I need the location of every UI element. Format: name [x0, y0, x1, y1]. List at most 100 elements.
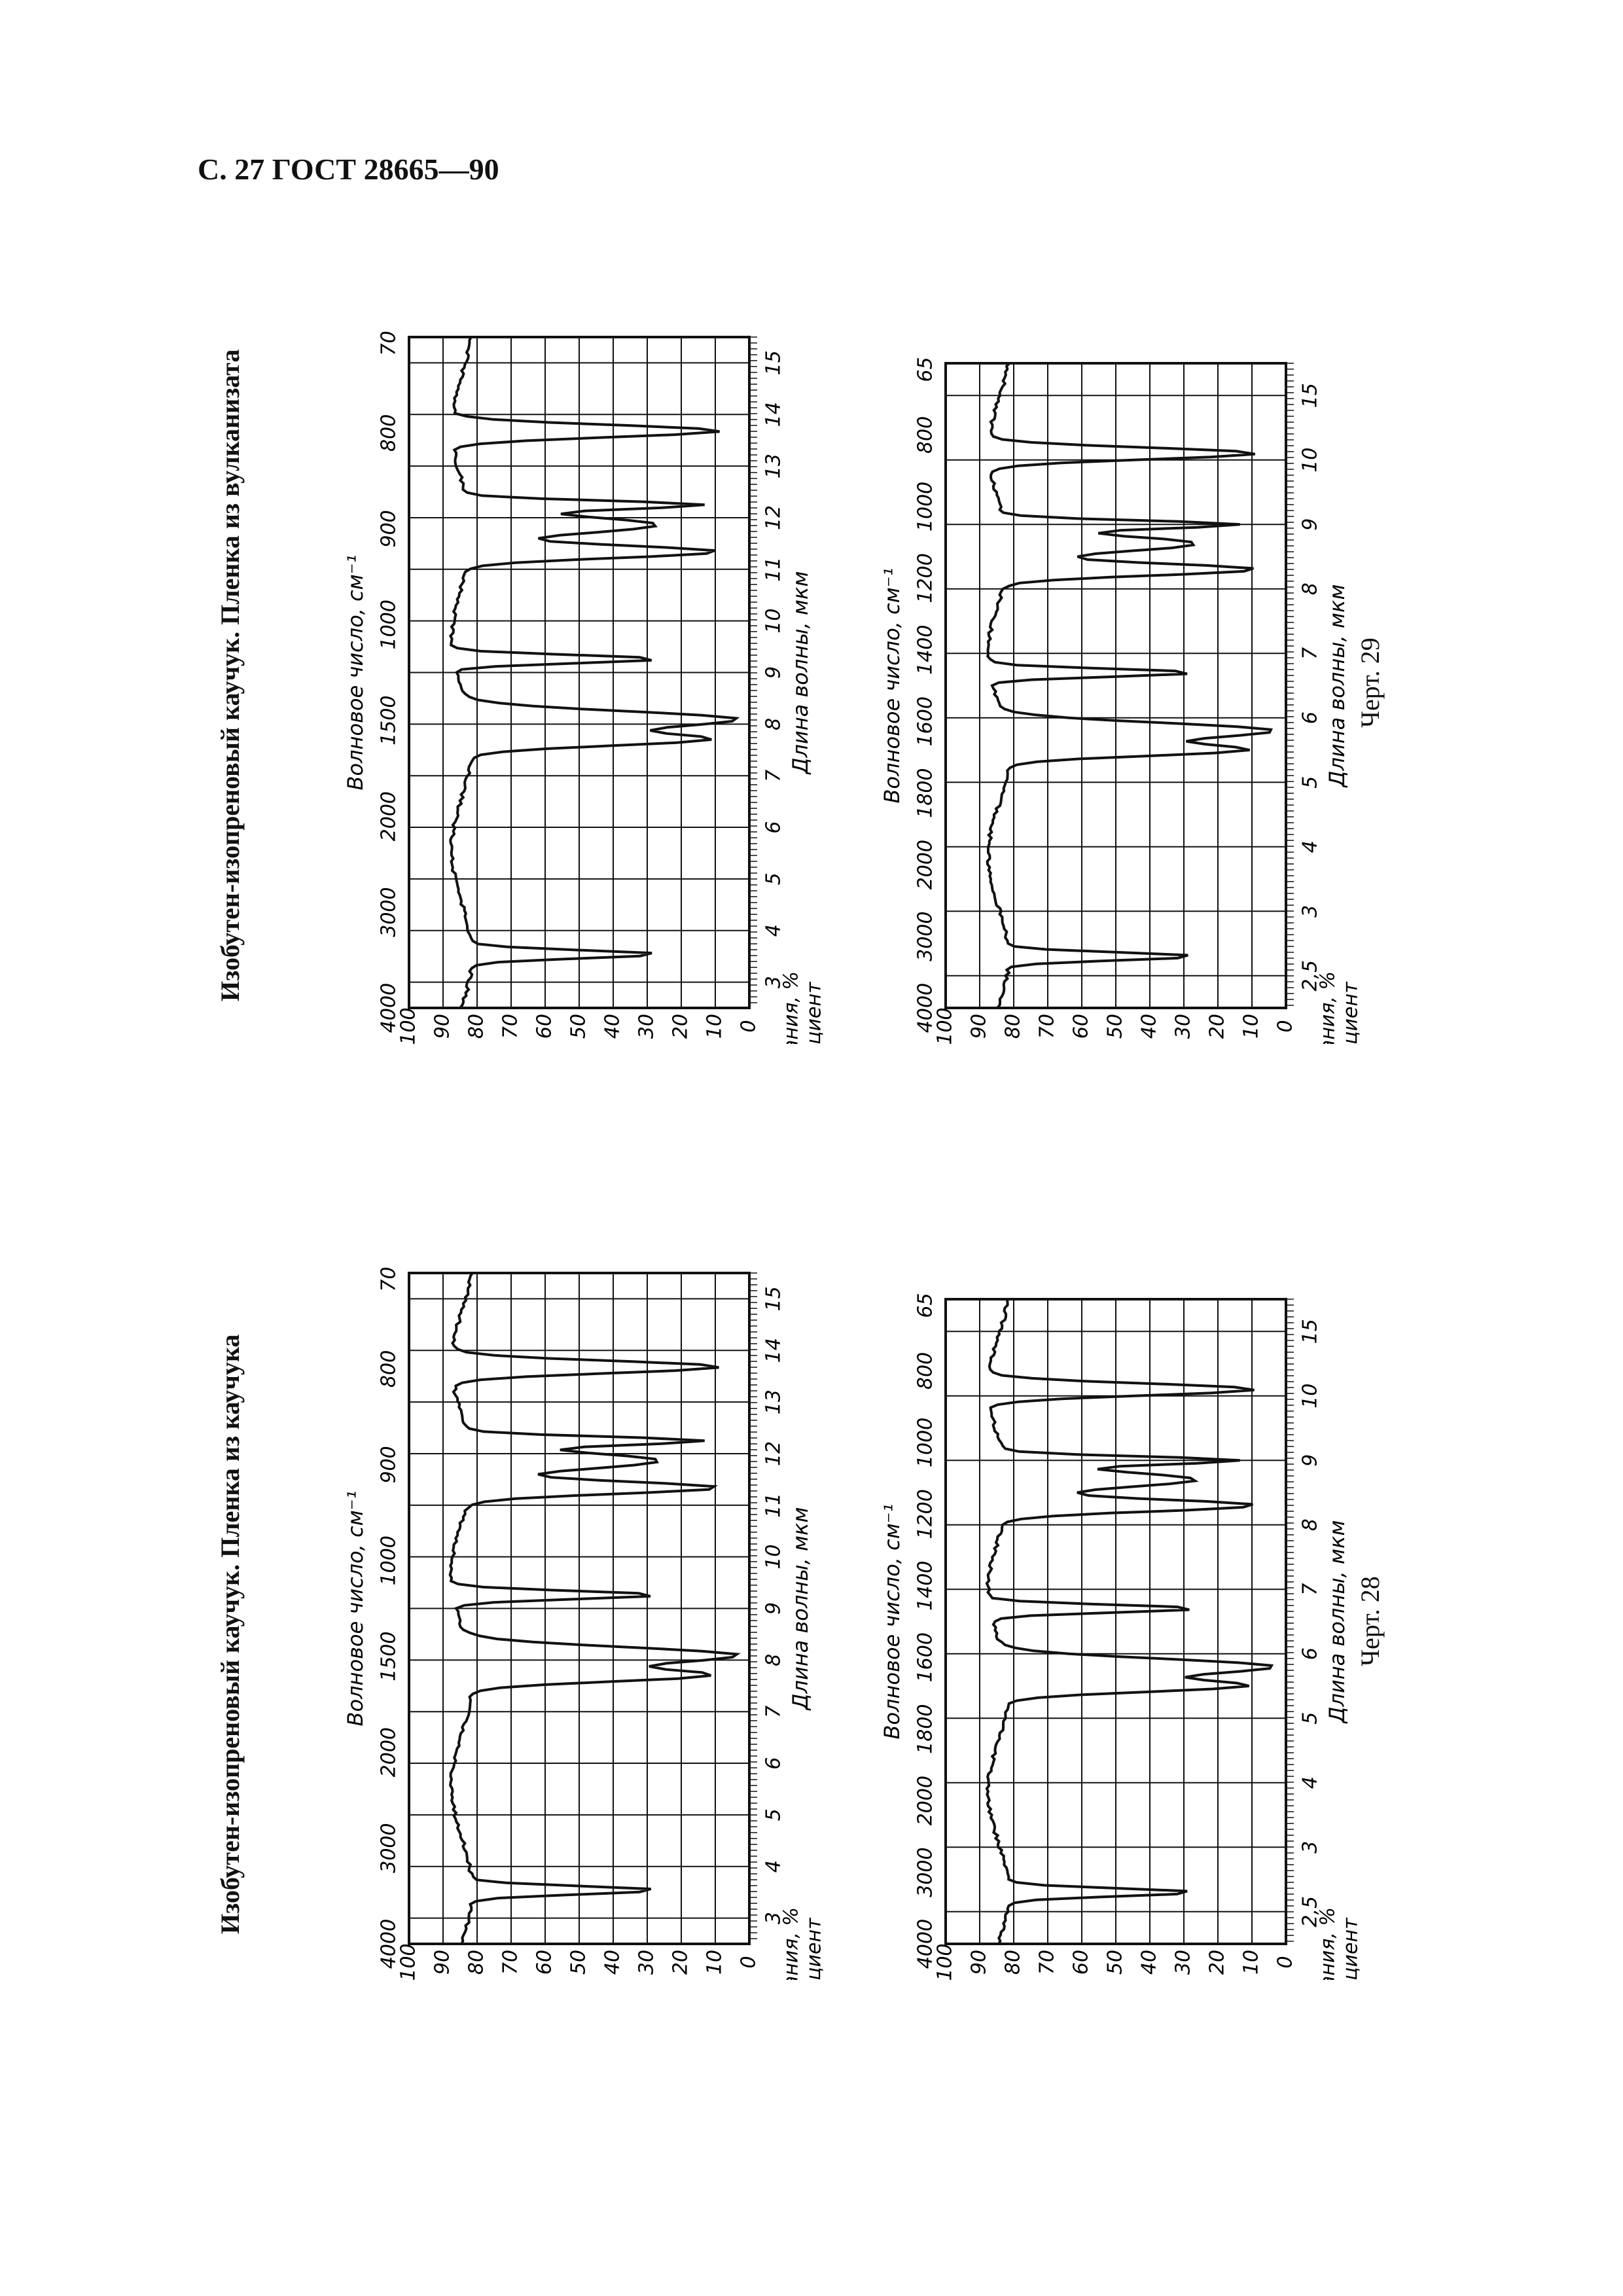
- transmittance-tick-label: 50: [1104, 1014, 1127, 1039]
- wavelength-tick-label: 5: [762, 872, 785, 885]
- wavelength-tick-label: 5: [1299, 776, 1322, 789]
- wavelength-tick-label: 5: [762, 1808, 785, 1821]
- wavenumber-tick-label: 3000: [914, 911, 937, 961]
- wavenumber-tick-label: 650: [914, 357, 937, 382]
- wavelength-tick-label: 10: [1299, 448, 1322, 473]
- figure-title-28: Изобутен-изопреновый каучук. Пленка из к…: [215, 1334, 245, 1934]
- transmittance-tick-label: 80: [465, 1950, 488, 1975]
- transmittance-tick-label: 90: [431, 1014, 454, 1039]
- transmittance-tick-label: 0: [738, 1956, 760, 1968]
- wavelength-tick-label: 9: [762, 666, 785, 679]
- wavelength-axis-label: Длина волны, мкм: [788, 1507, 813, 1712]
- spectrum-panel-fig29-bottom: 100 90 80 70 60 50 40 30 20 10 0 4000 3000 2000 1800 16…: [825, 344, 1363, 1136]
- page-header: С. 27 ГОСТ 28665—90: [198, 152, 499, 186]
- wavenumber-tick-label: 3000: [378, 887, 401, 937]
- transmittance-axis-label-2: пропускания, %: [780, 971, 803, 1044]
- transmittance-tick-label: 0: [738, 1020, 760, 1032]
- transmittance-tick-label: 40: [601, 1014, 624, 1039]
- wavenumber-tick-label: 1500: [378, 1632, 401, 1681]
- transmittance-tick-label: 30: [635, 1950, 658, 1975]
- transmittance-tick-label: 70: [1036, 1014, 1059, 1039]
- wavelength-tick-label: 6: [1299, 711, 1322, 724]
- wavenumber-tick-label: 1600: [914, 696, 937, 746]
- ir-spectrum-chart: 100 90 80 70 60 50 40 30 20 10 0400030002000180016…: [880, 1280, 1363, 2072]
- spectrum-panel-fig28-top: 100 90 80 70 60 50 40 30 20 10 0 4000 3000 2000 1500 10…: [288, 1254, 826, 2072]
- wavelength-tick-label: 3: [1299, 905, 1322, 918]
- transmittance-tick-label: 30: [635, 1014, 658, 1039]
- wavelength-tick-label: 15: [762, 350, 785, 375]
- wavelength-tick-label: 15: [762, 1286, 785, 1311]
- wavelength-axis-label: Длина волны, мкм: [1325, 584, 1349, 789]
- wavelength-tick-label: 4: [762, 1860, 785, 1873]
- transmittance-tick-label: 0: [1274, 1020, 1297, 1032]
- transmittance-tick-label: 60: [533, 1014, 556, 1039]
- transmittance-tick-label: 60: [1070, 1014, 1093, 1039]
- transmittance-tick-label: 100: [934, 1007, 957, 1044]
- transmittance-axis-label-1: коэффициент: [803, 1917, 825, 1980]
- ir-spectrum-chart: 100 90 80 70 60 50 40 30 20 10 0400030002000180016…: [880, 344, 1363, 1136]
- spectrum-trace: [449, 336, 740, 1009]
- wavenumber-tick-label: 800: [914, 416, 937, 454]
- wavelength-axis-label: Длина волны, мкм: [788, 571, 813, 776]
- wavelength-tick-label: 8: [1299, 583, 1322, 595]
- wavenumber-tick-label: 800: [378, 1350, 401, 1388]
- wavelength-tick-label: 14: [762, 1338, 785, 1363]
- wavenumber-tick-label: 2000: [914, 1776, 937, 1825]
- wavelength-tick-label: 6: [1299, 1647, 1322, 1660]
- wavelength-tick-label: 10: [1299, 1384, 1322, 1408]
- ir-spectrum-chart: 100 90 80 70 60 50 40 30 20 10 0400030002000150010…: [343, 1254, 826, 2072]
- spectrum-panel-fig28-bottom: 100 90 80 70 60 50 40 30 20 10 0 4000 3000 2000 1800 16…: [825, 1280, 1363, 2072]
- wavenumber-tick-label: 4000: [914, 1919, 937, 1969]
- wavelength-tick-label: 13: [762, 454, 785, 478]
- wavenumber-tick-label: 800: [378, 414, 401, 452]
- wavelength-tick-label: 8: [762, 718, 785, 730]
- transmittance-tick-label: 100: [397, 1007, 420, 1044]
- transmittance-tick-label: 80: [1002, 1950, 1025, 1975]
- wavelength-tick-label: 10: [762, 1545, 785, 1570]
- wavenumber-tick-label: 1800: [914, 1704, 937, 1753]
- wavelength-tick-label: 8: [1299, 1518, 1322, 1531]
- wavelength-tick-label: 10: [762, 609, 785, 634]
- transmittance-tick-label: 100: [397, 1943, 420, 1980]
- wavenumber-tick-label: 2000: [914, 840, 937, 889]
- wavelength-tick-label: 3: [762, 1912, 785, 1924]
- spectrum-panel-fig29-top: 100 90 80 70 60 50 40 30 20 10 0 4000 3000 2000 1500 10…: [288, 318, 826, 1136]
- transmittance-axis-label-2: пропускания, %: [1317, 1907, 1340, 1980]
- wavenumber-tick-label: 650: [914, 1293, 937, 1318]
- transmittance-tick-label: 20: [669, 1014, 692, 1039]
- wavelength-tick-label: 3: [762, 976, 785, 988]
- transmittance-axis-label-1: коэффициент: [1340, 1917, 1362, 1980]
- wavelength-tick-label: 12: [762, 505, 785, 530]
- wavelength-tick-label: 2,5: [1299, 1896, 1322, 1928]
- transmittance-tick-label: 20: [1206, 1014, 1229, 1039]
- wavenumber-tick-label: 1200: [914, 1489, 937, 1539]
- transmittance-tick-label: 90: [968, 1014, 991, 1039]
- wavelength-tick-label: 12: [762, 1441, 785, 1466]
- transmittance-tick-label: 40: [1138, 1950, 1161, 1975]
- wavenumber-tick-label: 1400: [914, 1561, 937, 1611]
- wavenumber-tick-label: 900: [378, 1446, 401, 1483]
- wavelength-tick-label: 7: [1299, 1583, 1322, 1596]
- transmittance-tick-label: 30: [1172, 1950, 1195, 1975]
- wavelength-tick-label: 4: [1299, 1776, 1322, 1789]
- wavenumber-tick-label: 1600: [914, 1632, 937, 1682]
- wavenumber-tick-label: 2000: [378, 791, 401, 841]
- wavenumber-tick-label: 1000: [378, 600, 401, 649]
- wavenumber-tick-label: 1000: [914, 482, 937, 531]
- wavenumber-tick-label: 900: [378, 510, 401, 547]
- transmittance-tick-label: 80: [1002, 1014, 1025, 1039]
- ir-spectrum-chart: 100 90 80 70 60 50 40 30 20 10 0400030002000150010…: [343, 318, 826, 1136]
- transmittance-tick-label: 20: [1206, 1950, 1229, 1975]
- wavenumber-tick-label: 700: [378, 1266, 401, 1292]
- transmittance-tick-label: 70: [499, 1014, 522, 1039]
- wavenumber-tick-label: 1500: [378, 696, 401, 745]
- wavelength-tick-label: 4: [762, 924, 785, 937]
- transmittance-tick-label: 10: [1240, 1950, 1263, 1975]
- wavenumber-tick-label: 4000: [914, 983, 937, 1033]
- transmittance-tick-label: 10: [704, 1950, 726, 1975]
- transmittance-tick-label: 0: [1274, 1956, 1297, 1968]
- transmittance-tick-label: 60: [1070, 1950, 1093, 1975]
- wavelength-tick-label: 9: [762, 1602, 785, 1615]
- wavenumber-tick-label: 700: [378, 331, 401, 356]
- transmittance-axis-label-2: пропускания, %: [1317, 971, 1340, 1044]
